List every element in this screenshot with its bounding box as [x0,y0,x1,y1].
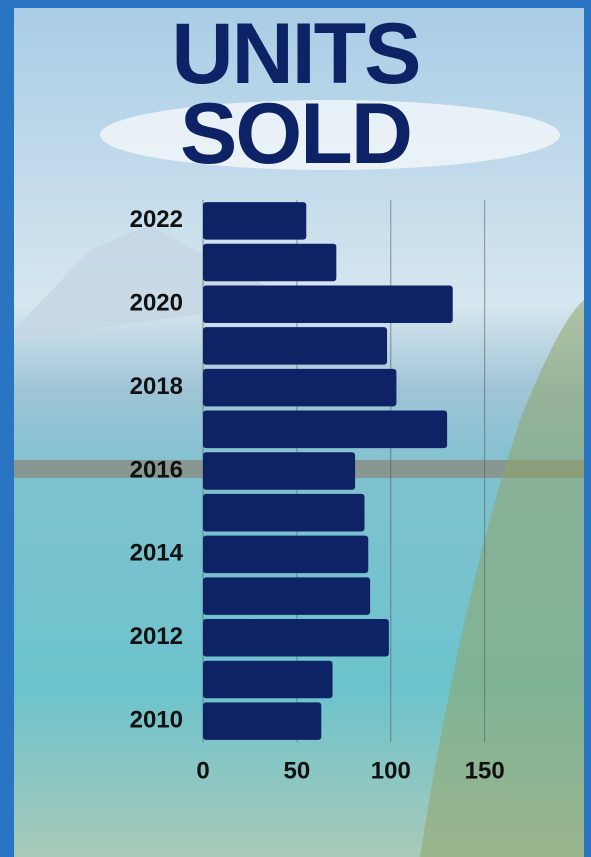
bar [203,327,388,365]
y-tick-label: 2022 [130,206,183,233]
x-tick-label: 150 [465,757,505,784]
bar [203,368,397,407]
bar [203,702,322,740]
x-tick-label: 100 [371,757,411,784]
mountain [14,225,300,340]
x-tick-label: 0 [196,757,209,784]
bar [203,452,356,490]
foliage [420,300,584,857]
bar [203,577,371,615]
bar [203,243,337,282]
cloud [100,100,560,170]
bar [203,493,365,532]
y-tick-label: 2014 [130,540,184,567]
bar [203,619,389,657]
y-tick-label: 2010 [130,706,183,733]
x-tick-label: 50 [284,757,311,784]
y-tick-label: 2018 [130,373,183,400]
bar [203,660,333,699]
chart-title: UNITS SOLD [171,6,422,182]
bar [203,410,448,449]
bar [203,285,453,323]
y-tick-label: 2020 [130,290,183,317]
y-tick-label: 2012 [130,623,183,650]
bar [203,535,369,574]
y-tick-label: 2016 [130,456,183,483]
bar [203,202,307,240]
